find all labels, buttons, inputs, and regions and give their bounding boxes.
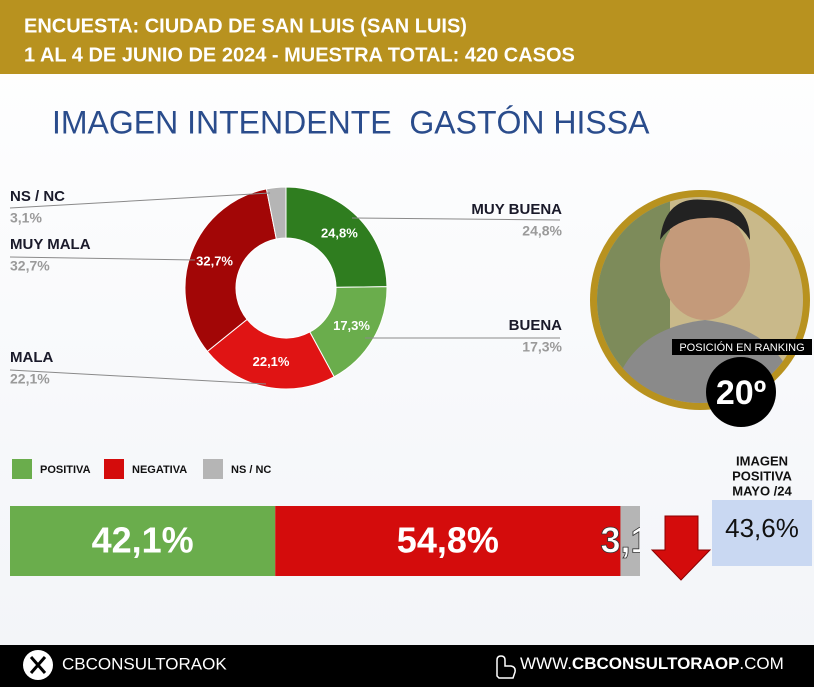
category-value: 17,3% bbox=[522, 339, 562, 355]
legend-label: NEGATIVA bbox=[132, 464, 187, 476]
bar-label: 42,1% bbox=[92, 520, 194, 561]
ranking-label-box bbox=[672, 339, 812, 355]
legend-swatch bbox=[12, 459, 32, 479]
ranking-value: 20º bbox=[716, 374, 766, 412]
footer-band bbox=[0, 645, 814, 687]
category-label: NS / NC bbox=[10, 188, 65, 205]
slice-label: 32,7% bbox=[196, 253, 233, 268]
bar-segment bbox=[275, 506, 621, 576]
bar-segment bbox=[620, 506, 640, 576]
previous-label: IMAGEN bbox=[736, 453, 788, 468]
bar-group: 42,1% 54,8% 3,1% bbox=[10, 506, 682, 576]
category-label: BUENA bbox=[509, 317, 563, 334]
category-label: MUY MALA bbox=[10, 236, 91, 253]
leader-line bbox=[9, 369, 267, 385]
previous-box bbox=[712, 500, 812, 566]
web-main: CBCONSULTORAOP bbox=[572, 654, 740, 673]
previous-label: POSITIVA bbox=[732, 468, 792, 483]
category-label: MALA bbox=[10, 349, 53, 366]
slice-label: 17,3% bbox=[333, 318, 370, 333]
previous-value: 43,6% bbox=[725, 513, 799, 543]
category-label: MUY BUENA bbox=[471, 201, 562, 218]
donut-slice bbox=[206, 318, 335, 390]
ranking-label: POSICIÓN EN RANKING bbox=[679, 341, 804, 354]
header-line: ENCUESTA: CIUDAD DE SAN LUIS (SAN LUIS) bbox=[24, 15, 467, 37]
category-value: 3,1% bbox=[10, 210, 42, 226]
leader-line bbox=[351, 217, 561, 221]
footer-web: WWW.CBCONSULTORAOP.COM bbox=[520, 654, 784, 673]
web-suffix: .COM bbox=[739, 654, 783, 673]
ranking-badge bbox=[706, 357, 776, 427]
header-band bbox=[0, 0, 814, 74]
chart-title: IMAGEN INTENDENTE GASTÓN HISSA bbox=[52, 104, 650, 140]
slice-label: 24,8% bbox=[321, 225, 358, 240]
web-prefix: WWW. bbox=[520, 654, 572, 673]
leader-line bbox=[9, 192, 271, 209]
bar-label: 3,1% bbox=[600, 520, 682, 561]
category-value: 24,8% bbox=[522, 223, 562, 239]
donut-slice bbox=[285, 186, 388, 288]
bar-label: 54,8% bbox=[397, 520, 499, 561]
category-value: 22,1% bbox=[10, 371, 50, 387]
footer-social: CBCONSULTORAOK bbox=[62, 654, 227, 673]
bar-segment bbox=[10, 506, 276, 576]
leader-line bbox=[9, 256, 196, 261]
legend-swatch bbox=[104, 459, 124, 479]
previous-label: MAYO /24 bbox=[732, 483, 792, 498]
x-logo-mark bbox=[29, 656, 47, 674]
donut-slice bbox=[265, 186, 287, 240]
legend-label: NS / NC bbox=[231, 464, 271, 476]
category-value: 32,7% bbox=[10, 258, 50, 274]
legend-label: POSITIVA bbox=[40, 464, 91, 476]
header-line: 1 AL 4 DE JUNIO DE 2024 - MUESTRA TOTAL:… bbox=[24, 44, 575, 66]
slice-label: 22,1% bbox=[253, 354, 290, 369]
down-arrow bbox=[650, 515, 712, 581]
legend-swatch bbox=[203, 459, 223, 479]
donut-slice bbox=[184, 188, 277, 353]
hand-icon bbox=[496, 655, 516, 679]
